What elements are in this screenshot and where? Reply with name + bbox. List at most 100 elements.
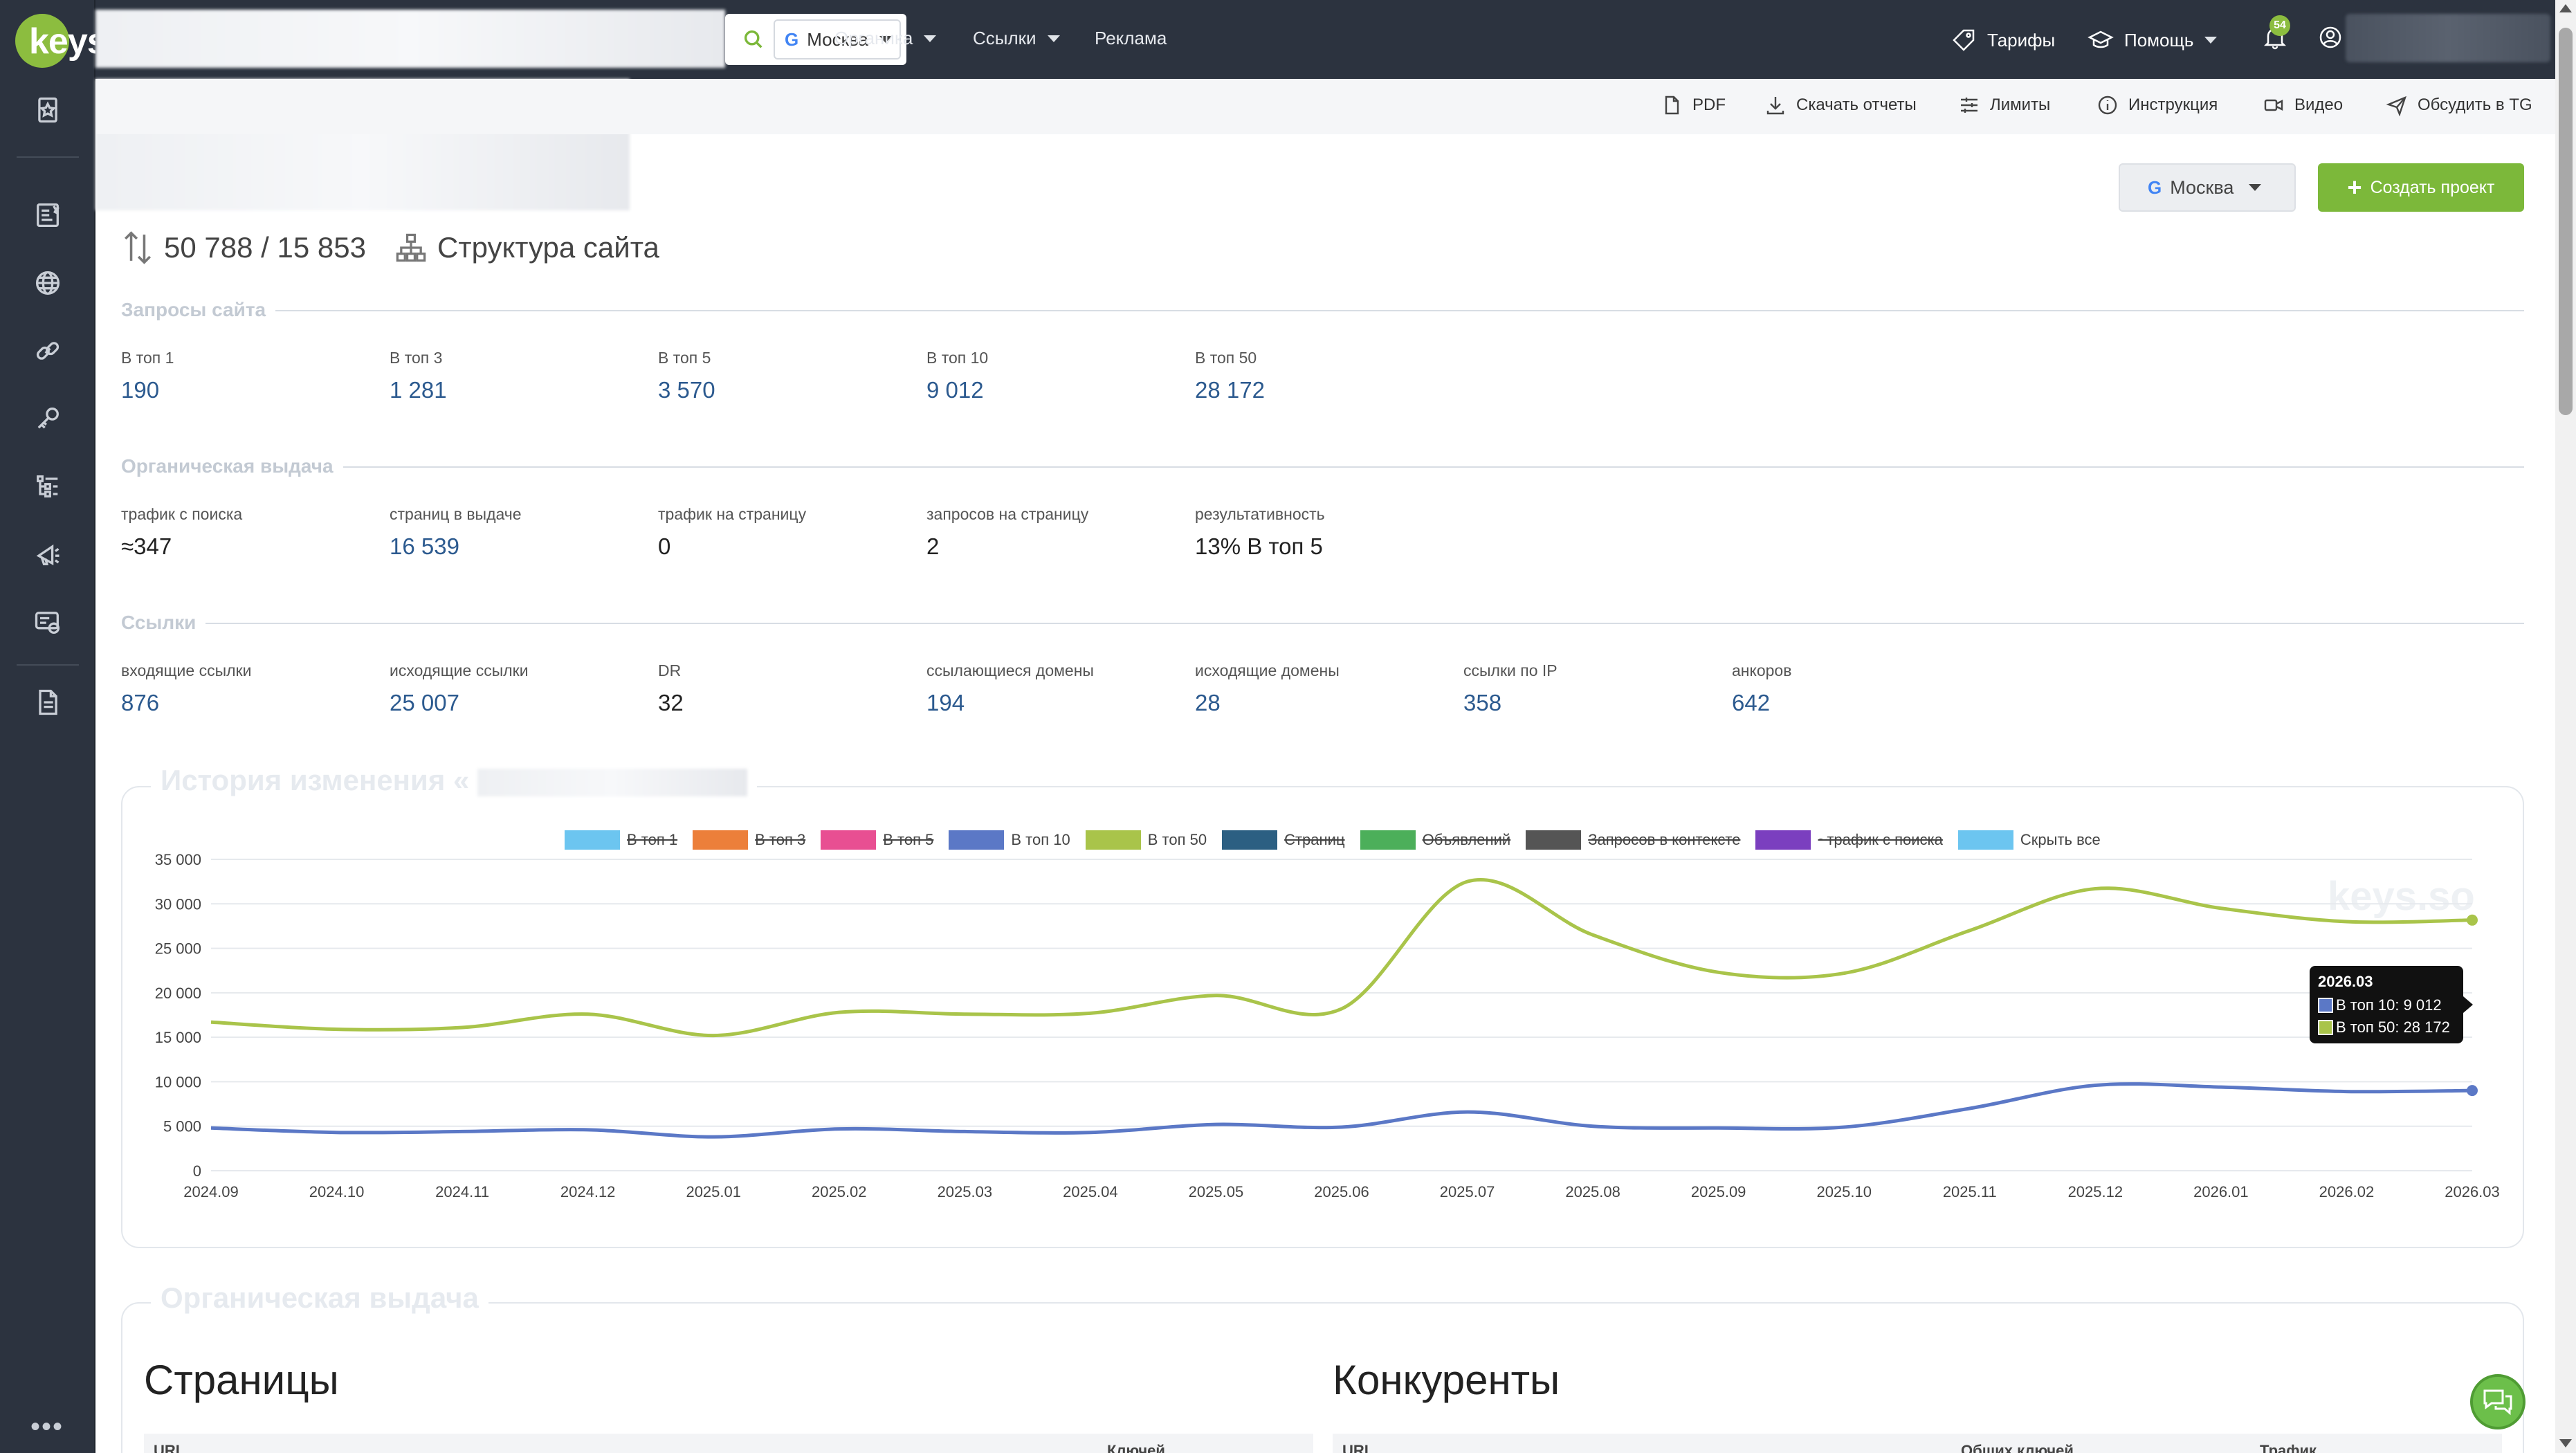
- project-selector-blurred[interactable]: [95, 10, 725, 68]
- legend-item[interactable]: В топ 3: [693, 830, 805, 850]
- structure-list-icon[interactable]: [30, 469, 65, 504]
- pdf-button[interactable]: PDF: [1661, 94, 1726, 116]
- search-icon[interactable]: [742, 28, 765, 51]
- series-point-1[interactable]: [2467, 914, 2478, 926]
- tariffs-link[interactable]: Тарифы: [1950, 26, 2055, 54]
- stat-value: 0: [658, 533, 671, 559]
- download-label: Скачать отчеты: [1796, 95, 1917, 114]
- key-icon[interactable]: [30, 401, 65, 436]
- competitors-title: Конкуренты: [1333, 1357, 1560, 1403]
- legend-swatch: [1222, 830, 1278, 850]
- chat-button[interactable]: [2470, 1374, 2525, 1429]
- search-box[interactable]: G Москва: [725, 14, 906, 65]
- organic-card-title: Органическая выдача: [151, 1281, 488, 1315]
- stat-value[interactable]: 190: [121, 377, 160, 403]
- stat-value[interactable]: 16 539: [390, 533, 459, 559]
- legend-item[interactable]: В топ 5: [821, 830, 933, 850]
- chevron-down-icon: [2249, 184, 2262, 191]
- stat-value[interactable]: 1 281: [390, 377, 447, 403]
- create-project-button[interactable]: + Создать проект: [2318, 163, 2524, 212]
- stat-value[interactable]: 28 172: [1195, 377, 1265, 403]
- discuss-label: Обсудить в TG: [2418, 95, 2532, 114]
- pages-col-keys[interactable]: Ключей: [1107, 1442, 1165, 1453]
- legend-item[interactable]: Скрыть все: [1957, 830, 2101, 850]
- x-tick-label: 2025.01: [686, 1183, 741, 1200]
- legend-item[interactable]: ~трафик с поиска: [1755, 830, 1943, 850]
- competitors-col-url[interactable]: URL: [1342, 1442, 1374, 1453]
- stat-value[interactable]: 358: [1463, 690, 1502, 715]
- queries-count[interactable]: 50 788 / 15 853: [121, 230, 366, 266]
- scroll-up-icon[interactable]: [2559, 4, 2572, 12]
- competitors-col-traffic[interactable]: Трафик: [2260, 1442, 2317, 1453]
- graduation-cap-icon: [2088, 30, 2114, 48]
- stat-label: В топ 10: [926, 349, 989, 367]
- stat-value[interactable]: 25 007: [390, 690, 459, 715]
- legend-label: Страниц: [1284, 831, 1345, 848]
- stat-value[interactable]: 3 570: [658, 377, 715, 403]
- scrollbar[interactable]: [2555, 0, 2576, 1453]
- nav-ads[interactable]: Реклама: [1095, 28, 1167, 49]
- logo[interactable]: keys: [12, 10, 107, 68]
- stat-organic-2: трафик на страницу 0: [658, 505, 806, 560]
- stat-label: трафик на страницу: [658, 505, 807, 523]
- nav-organic[interactable]: Органика: [834, 28, 937, 49]
- video-icon: [2264, 99, 2283, 111]
- legend-item[interactable]: Запросов в контексте: [1526, 830, 1740, 850]
- scrollbar-thumb[interactable]: [2559, 28, 2573, 415]
- download-reports-button[interactable]: Скачать отчеты: [1764, 94, 1917, 116]
- site-structure-link[interactable]: Структура сайта: [394, 230, 659, 266]
- links-icon[interactable]: [30, 333, 65, 368]
- pages-col-url[interactable]: URL: [154, 1442, 185, 1453]
- help-menu[interactable]: Помощь: [2087, 26, 2218, 54]
- tooltip-swatch: [2318, 1020, 2333, 1035]
- more-icon[interactable]: •••: [30, 1411, 64, 1442]
- legend-item[interactable]: В топ 1: [565, 830, 677, 850]
- nav-links[interactable]: Ссылки: [973, 28, 1060, 49]
- stat-links-2: DR 32: [658, 661, 684, 716]
- list-star-icon[interactable]: [30, 198, 65, 232]
- legend-swatch: [565, 830, 620, 850]
- legend-item[interactable]: Объявлений: [1360, 830, 1510, 850]
- logo-text: keys: [29, 21, 107, 62]
- account-email-blurred[interactable]: [2346, 14, 2550, 62]
- legend-item[interactable]: В топ 50: [1085, 830, 1207, 850]
- bookmark-star-icon[interactable]: [30, 93, 65, 127]
- discuss-tg-button[interactable]: Обсудить в TG: [2386, 94, 2532, 116]
- megaphone-icon[interactable]: [30, 537, 65, 572]
- globe-icon[interactable]: [30, 266, 65, 300]
- instruction-button[interactable]: Инструкция: [2097, 94, 2218, 116]
- queries-count-value: 50 788 / 15 853: [164, 231, 366, 264]
- stat-label: страниц в выдаче: [390, 505, 522, 523]
- send-icon: [2386, 95, 2406, 116]
- report-icon[interactable]: [30, 685, 65, 720]
- stat-value[interactable]: 9 012: [926, 377, 984, 403]
- stat-value[interactable]: 194: [926, 690, 965, 715]
- x-tick-label: 2024.11: [435, 1183, 489, 1200]
- competitors-table-header: URL Общих ключей Трафик: [1333, 1434, 2502, 1453]
- search-region-label: Москва: [807, 28, 868, 50]
- series-line-0: [210, 1082, 2473, 1139]
- account-button[interactable]: [2317, 24, 2354, 51]
- series-point-0[interactable]: [2467, 1085, 2478, 1097]
- competitors-col-common-keys[interactable]: Общих ключей: [1961, 1442, 2074, 1453]
- legend-swatch: [949, 830, 1005, 850]
- create-project-label: Создать проект: [2370, 177, 2495, 197]
- sliders-icon: [1961, 98, 1977, 113]
- video-button[interactable]: Видео: [2263, 94, 2343, 116]
- legend-item[interactable]: Страниц: [1222, 830, 1345, 850]
- stat-links-5: ссылки по IP 358: [1463, 661, 1558, 716]
- legend-item[interactable]: В топ 10: [949, 830, 1070, 850]
- stat-value[interactable]: 642: [1732, 690, 1771, 715]
- legend-label: ~трафик с поиска: [1818, 831, 1943, 848]
- scroll-down-icon[interactable]: [2559, 1439, 2572, 1447]
- legend-label: В топ 10: [1011, 831, 1070, 848]
- stat-organic-1: страниц в выдаче 16 539: [390, 505, 522, 560]
- stat-links-0: входящие ссылки 876: [121, 661, 251, 716]
- limits-button[interactable]: Лимиты: [1958, 94, 2050, 116]
- region-select[interactable]: G Москва: [2119, 163, 2296, 212]
- stat-value[interactable]: 28: [1195, 690, 1221, 715]
- search-region-select[interactable]: G Москва: [774, 19, 901, 60]
- legend-swatch: [1957, 830, 2013, 850]
- ads-icon[interactable]: [30, 605, 65, 639]
- stat-value[interactable]: 876: [121, 690, 160, 715]
